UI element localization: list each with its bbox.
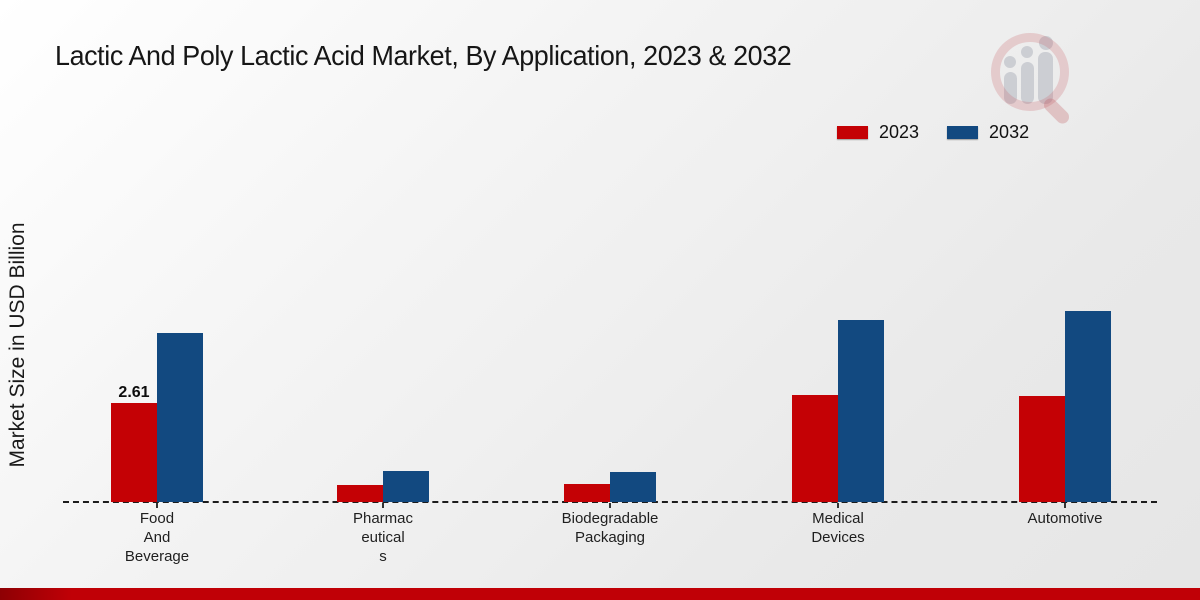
bar-2023-1 <box>337 484 383 502</box>
x-axis-tick <box>609 503 611 508</box>
legend-label: 2023 <box>879 122 920 142</box>
legend-swatch-2032 <box>947 126 979 139</box>
footer-accent-bar <box>0 588 1200 600</box>
x-axis-tick <box>837 503 839 508</box>
bar-2023-3 <box>792 395 838 502</box>
bar-2032-2 <box>610 472 656 502</box>
bar-2032-4 <box>1065 310 1111 502</box>
magnifier-ring-icon <box>991 33 1069 111</box>
x-axis-tick <box>1064 503 1066 508</box>
x-axis-tick <box>382 503 384 508</box>
category-label-4: Automotive <box>1027 510 1103 527</box>
x-axis-tick <box>156 503 158 508</box>
bar-2023-4 <box>1019 395 1065 502</box>
bar-2032-1 <box>383 470 429 502</box>
legend-item-2032: 2032 <box>947 122 1029 143</box>
bar-2032-3 <box>838 319 884 502</box>
x-axis-baseline <box>63 501 1157 503</box>
category-label-2: Biodegradable Packaging <box>561 510 659 546</box>
legend: 2023 2032 <box>837 122 1029 143</box>
chart-title: Lactic And Poly Lactic Acid Market, By A… <box>55 40 792 71</box>
legend-item-2023: 2023 <box>837 122 919 143</box>
bar-2023-0 <box>111 403 157 502</box>
category-label-0: Food And Beverage <box>124 510 190 565</box>
market-research-watermark-logo <box>988 30 1098 127</box>
bar-value-label: 2.61 <box>118 384 150 401</box>
bar-2032-0 <box>157 333 203 502</box>
legend-swatch-2023 <box>837 126 868 139</box>
category-label-3: Medical Devices <box>811 510 865 546</box>
category-label-1: Pharmac eutical s <box>352 510 414 565</box>
bar-2023-2 <box>564 484 610 502</box>
legend-label: 2032 <box>989 122 1030 142</box>
